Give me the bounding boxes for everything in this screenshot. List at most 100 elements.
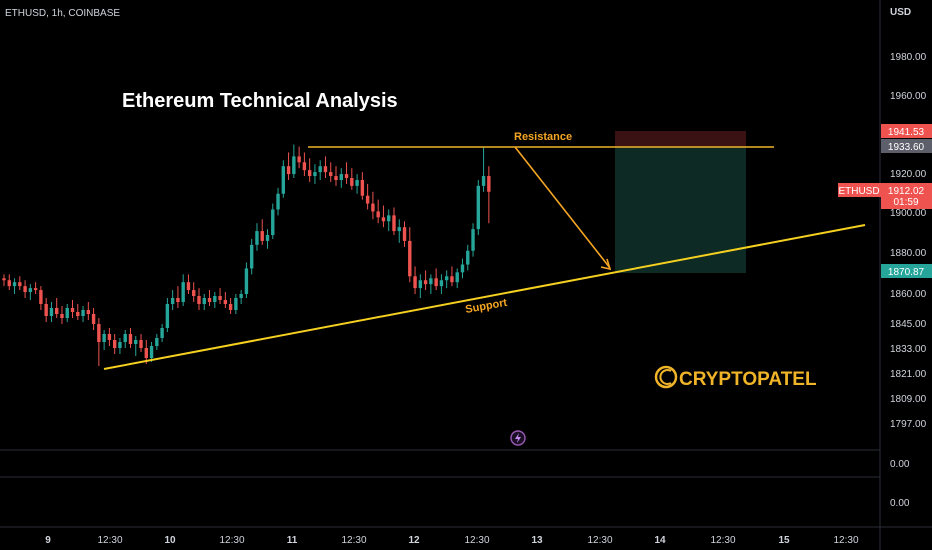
badge-target-bottom: 1870.87 <box>881 264 932 278</box>
stop-zone[interactable] <box>615 131 746 147</box>
time-tick-label: 12 <box>408 535 420 546</box>
time-tick-labels: 9 12:30 10 12:30 11 12:30 12 12:30 13 12:30 14 12:3… <box>45 535 859 546</box>
candle <box>223 292 228 308</box>
candle-body <box>107 334 112 340</box>
candle <box>434 268 438 291</box>
candle <box>302 152 307 177</box>
candles-group <box>2 144 491 366</box>
candle <box>344 162 349 184</box>
candle-body <box>197 296 201 304</box>
candle-body <box>65 308 69 318</box>
candle <box>244 262 249 298</box>
candle-body <box>207 298 212 302</box>
candle <box>123 330 127 348</box>
candle <box>186 274 191 294</box>
candle <box>213 292 217 308</box>
candle-body <box>260 231 264 241</box>
candle-body <box>413 276 417 289</box>
candle-body <box>313 172 317 177</box>
candle <box>160 324 164 342</box>
candle-body <box>434 278 438 287</box>
candle-body <box>286 166 291 175</box>
resistance-label: Resistance <box>514 131 572 143</box>
candle <box>197 288 201 310</box>
candle-body <box>244 268 249 294</box>
candle-body <box>460 264 465 273</box>
candle-body <box>76 312 80 316</box>
candle-body <box>239 294 243 298</box>
candle-body <box>329 172 333 177</box>
support-line[interactable] <box>103 224 866 370</box>
candle <box>176 286 180 308</box>
candle <box>165 298 170 332</box>
candle <box>429 274 433 294</box>
candle <box>292 144 296 179</box>
candle <box>102 330 106 350</box>
candle-body <box>97 324 101 342</box>
badge-symbol-text: ETHUSD <box>838 186 879 197</box>
chart-title: Ethereum Technical Analysis <box>122 90 398 112</box>
candle <box>155 334 159 350</box>
candle <box>170 290 175 310</box>
candle-body <box>297 156 301 163</box>
candle <box>387 209 391 232</box>
plot-area[interactable] <box>0 0 880 527</box>
projection-arrow[interactable] <box>514 146 611 269</box>
candle-body <box>144 348 148 358</box>
candle-body <box>176 298 180 302</box>
candle <box>350 168 354 190</box>
candle <box>81 306 85 322</box>
candle-body <box>44 304 48 316</box>
candle <box>276 187 280 216</box>
candle-body <box>160 328 164 338</box>
price-tick-label: 1980.00 <box>890 52 927 63</box>
candle <box>12 278 17 294</box>
price-tick-labels: 1980.001960.001940.001920.001900.001880.… <box>890 52 927 430</box>
price-tick-label: 1809.00 <box>890 394 927 405</box>
candle-body <box>33 288 38 291</box>
candle-body <box>276 193 280 210</box>
candle <box>118 338 122 354</box>
candle-body <box>128 334 133 344</box>
time-tick-label: 14 <box>654 535 666 546</box>
candle <box>39 286 43 310</box>
time-tick-label: 9 <box>45 535 51 546</box>
price-tick-label: 1860.00 <box>890 289 927 300</box>
time-tick-label: 12:30 <box>219 535 244 546</box>
pane-value-1: 0.00 <box>890 459 910 470</box>
candle <box>239 290 243 304</box>
candle-body <box>307 170 312 177</box>
candle <box>360 172 365 200</box>
candle-body <box>487 176 491 192</box>
price-tick-label: 1797.00 <box>890 419 927 430</box>
candle <box>466 244 470 271</box>
candle <box>450 266 454 287</box>
candle-body <box>123 334 127 342</box>
candle <box>286 152 291 180</box>
candle <box>307 158 312 182</box>
candle-body <box>249 244 254 269</box>
time-tick-label: 10 <box>164 535 176 546</box>
candle-body <box>423 280 428 285</box>
candle <box>255 223 259 251</box>
candle-body <box>381 217 386 222</box>
candle <box>265 229 270 249</box>
candle <box>18 276 22 291</box>
lightning-icon[interactable] <box>510 430 526 446</box>
badge-current-price: 1912.02 01:59 <box>881 183 932 209</box>
candle <box>55 298 59 318</box>
candle-body <box>255 231 259 245</box>
countdown-text: 01:59 <box>893 197 918 208</box>
time-axis[interactable] <box>0 527 880 550</box>
candle <box>365 183 370 210</box>
candle-body <box>318 166 322 173</box>
candle <box>318 160 322 180</box>
candle-body <box>2 278 6 281</box>
candle-body <box>70 308 75 312</box>
currency-label: USD <box>890 7 911 18</box>
candle <box>49 302 54 322</box>
target-zone[interactable] <box>615 147 746 273</box>
candle <box>408 227 412 283</box>
candle-body <box>134 340 138 344</box>
